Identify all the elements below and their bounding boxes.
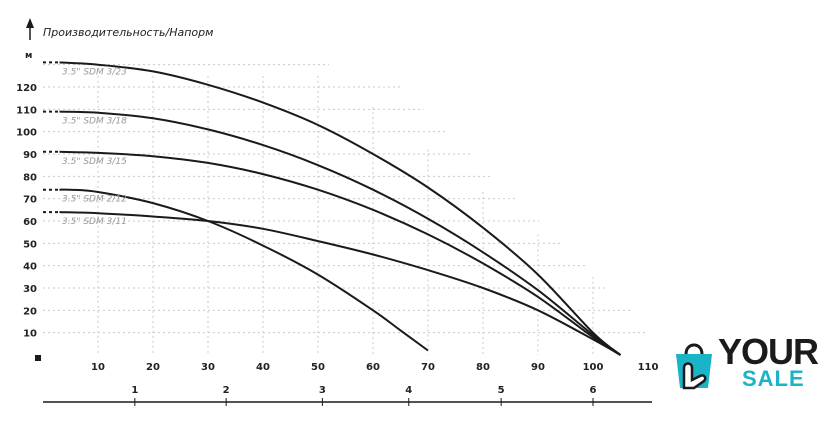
series-label: 3.5" SDM 3/11	[62, 217, 127, 227]
shopping-bag-hand-icon	[676, 343, 712, 390]
y-axis-unit-label: м	[25, 51, 32, 61]
axes	[26, 18, 652, 403]
y-tick-label: 100	[16, 128, 37, 139]
y-tick-label: 70	[23, 195, 37, 206]
secondary-x-tick-label: 4	[405, 385, 412, 396]
y-tick-label: 20	[23, 306, 37, 317]
x-tick-label: 50	[311, 362, 325, 373]
secondary-x-tick-label: 5	[498, 385, 505, 396]
x-tick-label: 30	[201, 362, 215, 373]
y-tick-label: 60	[23, 217, 37, 228]
series-label: 3.5" SDM 3/15	[62, 157, 127, 167]
logo-text-top: YOUR	[718, 331, 819, 372]
y-axis-arrow-head	[26, 18, 34, 28]
series-labels: 3.5" SDM 3/23 3.5" SDM 3/18 3.5" SDM 3/15 3…	[62, 67, 127, 227]
y-tick-label: 30	[23, 284, 37, 295]
y-tick-label: 10	[23, 329, 37, 340]
x-tick-label: 80	[476, 362, 490, 373]
y-tick-label: 50	[23, 239, 37, 250]
origin-marker	[35, 355, 41, 361]
y-tick-label: 80	[23, 172, 37, 183]
y-tick-label: 120	[16, 83, 37, 94]
yoursale-logo: YOUR SALE	[672, 334, 832, 392]
logo-text-bottom: SALE	[742, 366, 805, 391]
series-line	[59, 211, 621, 356]
series-label: 3.5" SDM 3/23	[62, 67, 127, 77]
y-tick-label: 90	[23, 150, 37, 161]
y-tick-label: 110	[16, 105, 37, 116]
x-tick-label: 100	[583, 362, 604, 373]
secondary-x-tick-label: 2	[223, 385, 230, 396]
x-tick-label: 20	[146, 362, 160, 373]
chart-title: Производительность/Напорм	[43, 26, 213, 39]
series-curves	[43, 61, 622, 356]
x-tick-label: 90	[531, 362, 545, 373]
y-tick-labels: 10 20 30 40 50 60 70 80 90 100 110 120	[16, 83, 37, 340]
grid	[43, 64, 648, 355]
series-label: 3.5" SDM 3/18	[62, 117, 127, 127]
series-line	[59, 110, 622, 356]
y-tick-label: 40	[23, 262, 37, 273]
series-line	[59, 150, 622, 356]
series-line	[59, 188, 429, 352]
secondary-x-tick-label: 1	[131, 385, 138, 396]
series-label: 3.5" SDM 2/12	[62, 195, 127, 205]
x-tick-label: 60	[366, 362, 380, 373]
x-tick-labels: 10 20 30 40 50 60 70 80 90 100 110	[91, 362, 658, 373]
x-tick-label: 10	[91, 362, 105, 373]
secondary-x-tick-label: 6	[590, 385, 597, 396]
secondary-x-tick-labels: 1 2 3 4 5 6	[131, 385, 597, 406]
series-line	[59, 61, 622, 356]
x-tick-label: 70	[421, 362, 435, 373]
x-tick-label: 110	[638, 362, 659, 373]
secondary-x-tick-label: 3	[319, 385, 326, 396]
x-tick-label: 40	[256, 362, 270, 373]
